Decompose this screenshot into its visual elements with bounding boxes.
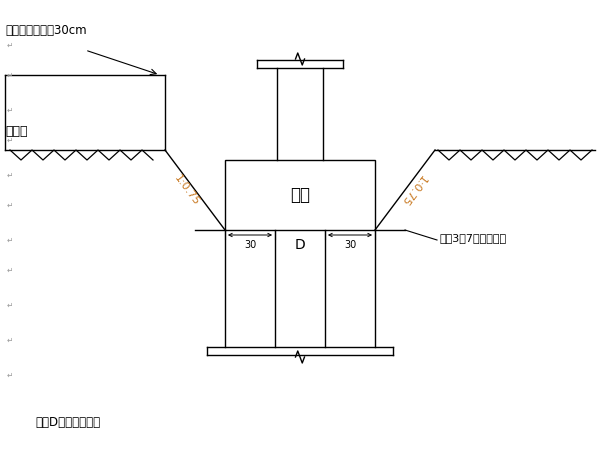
Bar bbox=[225, 160, 375, 230]
Text: 1:0.75: 1:0.75 bbox=[398, 173, 428, 207]
Text: ↵: ↵ bbox=[7, 171, 13, 180]
Text: ↵: ↵ bbox=[7, 301, 13, 310]
Text: 回塱3：7灰土并失实: 回塱3：7灰土并失实 bbox=[440, 233, 507, 243]
Text: 1:0.75: 1:0.75 bbox=[172, 173, 202, 207]
Text: ↵: ↵ bbox=[7, 266, 13, 274]
Text: 回填面高出地面30cm: 回填面高出地面30cm bbox=[5, 23, 86, 36]
Text: 30: 30 bbox=[244, 240, 256, 250]
Text: ↵: ↵ bbox=[7, 235, 13, 244]
Text: ↵: ↵ bbox=[7, 105, 13, 114]
Text: ↵: ↵ bbox=[7, 135, 13, 144]
Text: D: D bbox=[295, 238, 305, 252]
Text: ↵: ↵ bbox=[7, 370, 13, 379]
Text: 承台: 承台 bbox=[290, 186, 310, 204]
Text: ↵: ↵ bbox=[7, 40, 13, 50]
Text: ↵: ↵ bbox=[7, 71, 13, 80]
Text: 注：D为承台长或宽: 注：D为承台长或宽 bbox=[35, 415, 100, 428]
Text: ↵: ↵ bbox=[7, 336, 13, 345]
Text: 地面线: 地面线 bbox=[5, 125, 28, 138]
Text: ↵: ↵ bbox=[7, 201, 13, 210]
Text: 30: 30 bbox=[344, 240, 356, 250]
